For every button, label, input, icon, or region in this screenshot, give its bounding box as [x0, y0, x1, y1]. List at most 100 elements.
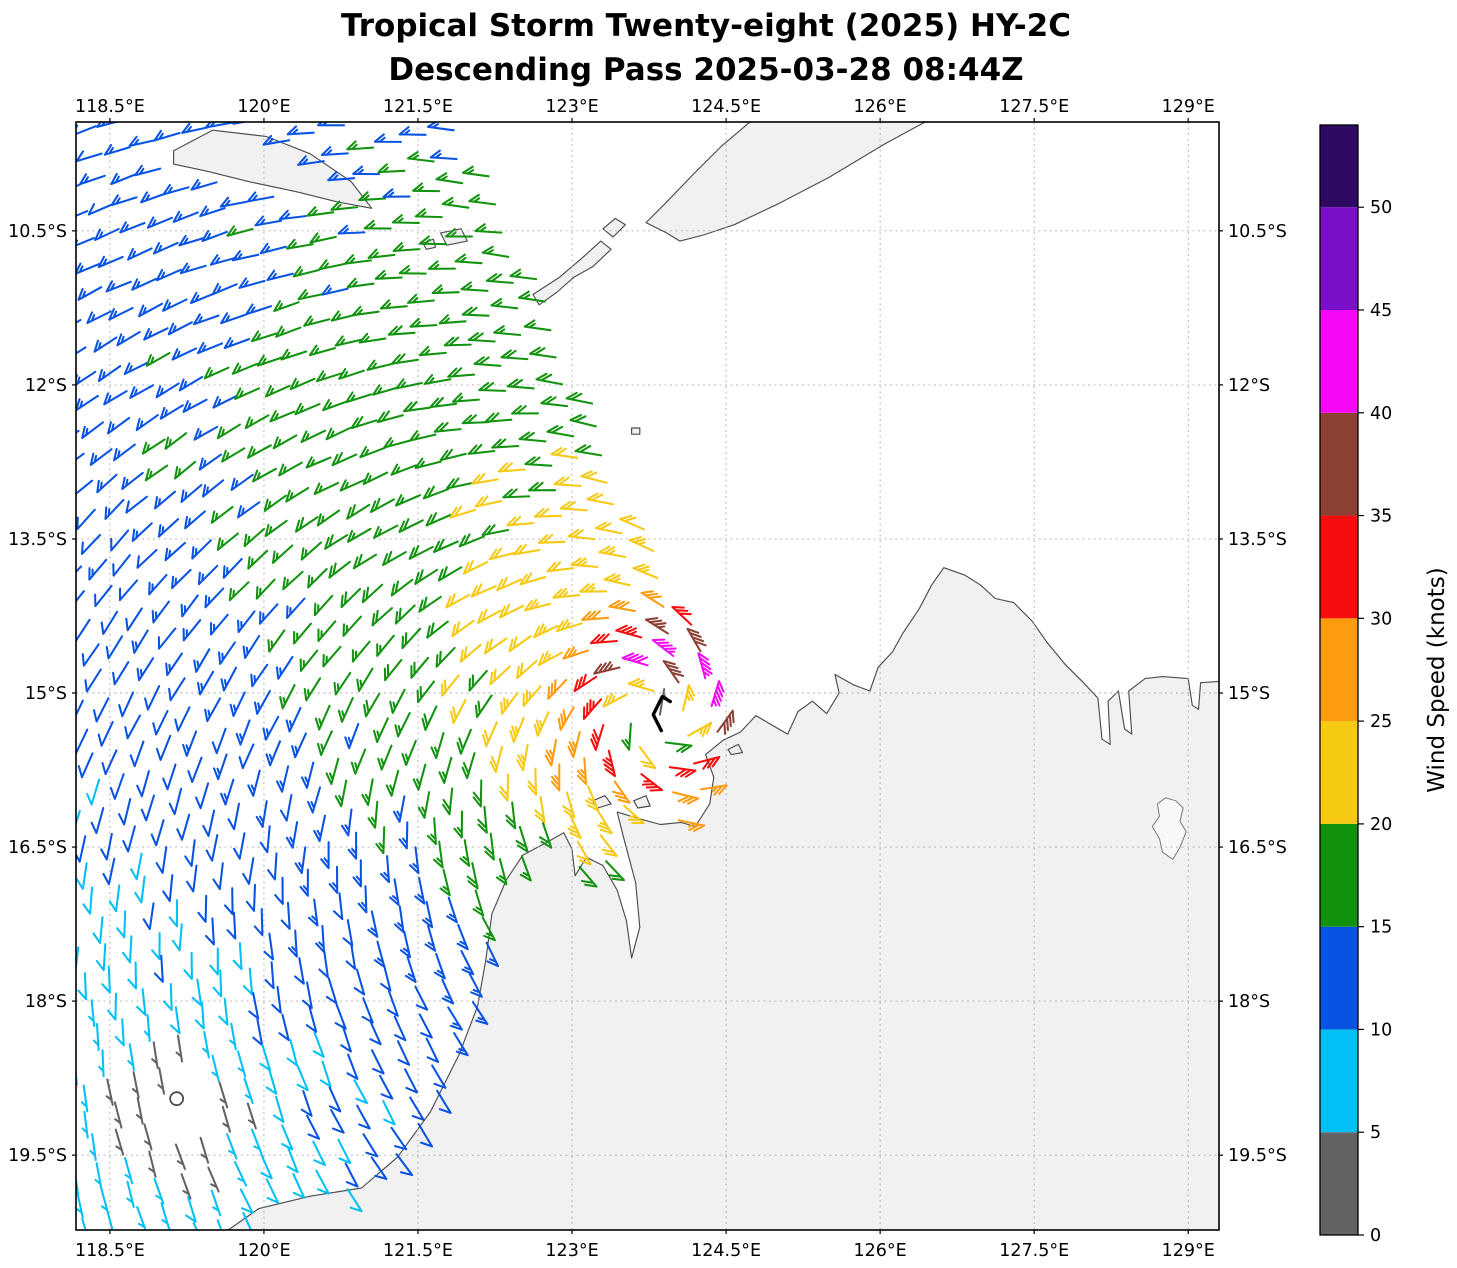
- colorbar-tick-label: 25: [1370, 712, 1392, 732]
- wind-barb: [180, 594, 199, 618]
- wind-barb: [143, 1013, 151, 1042]
- wind-barb: [716, 709, 735, 735]
- wind-barb: [127, 1043, 135, 1072]
- wind-barb: [107, 1214, 114, 1230]
- wind-barb: [353, 968, 366, 996]
- wind-barb: [373, 133, 402, 143]
- wind-barb: [517, 290, 546, 303]
- wind-barb: [352, 165, 381, 176]
- wind-barb: [344, 254, 373, 265]
- wind-barb: [190, 178, 218, 191]
- wind-barb: [481, 524, 510, 537]
- wind-barb: [431, 284, 460, 295]
- wind-barb: [390, 578, 414, 597]
- wind-barb: [174, 706, 191, 732]
- wind-barb: [76, 452, 85, 461]
- wind-barb: [105, 635, 124, 660]
- wind-barb: [117, 798, 132, 826]
- wind-barb: [567, 528, 596, 541]
- wind-barb: [414, 457, 442, 470]
- wind-barb: [330, 200, 359, 211]
- wind-barb: [236, 1050, 247, 1078]
- wind-barb: [231, 250, 260, 262]
- lat-tick-label-right: 13.5°S: [1228, 530, 1287, 550]
- wind-barb: [155, 734, 172, 761]
- wind-barb: [565, 391, 594, 405]
- wind-barb: [300, 761, 315, 789]
- wind-barb: [418, 595, 442, 613]
- wind-barb: [226, 1133, 238, 1160]
- wind-barb: [110, 194, 138, 207]
- wind-barb: [88, 558, 108, 581]
- wind-barb: [586, 492, 614, 506]
- wind-barb: [256, 354, 284, 367]
- wind-barb: [242, 1211, 253, 1230]
- wind-barb: [392, 795, 406, 823]
- wind-barb: [402, 400, 431, 413]
- wind-barb: [209, 613, 229, 636]
- wind-barb: [383, 658, 403, 682]
- wind-barb: [418, 235, 447, 246]
- wind-barb: [80, 533, 102, 555]
- wind-barb: [339, 478, 366, 492]
- wind-barb: [162, 298, 188, 312]
- wind-barb: [263, 494, 287, 512]
- wind-barb: [162, 874, 174, 903]
- wind-barb: [509, 268, 538, 281]
- wind-barb: [201, 479, 225, 498]
- wind-barb: [382, 550, 407, 567]
- wind-barb: [134, 164, 162, 177]
- colorbar-tick-label: 10: [1370, 1020, 1392, 1040]
- wind-barb: [370, 497, 395, 514]
- wind-barb: [101, 749, 118, 776]
- wind-barb: [359, 446, 386, 459]
- wind-barb: [81, 421, 105, 440]
- wind-barb: [216, 423, 241, 440]
- wind-barb: [92, 697, 110, 723]
- wind-barb: [562, 646, 590, 660]
- wind-barb: [76, 565, 83, 574]
- wind-barb: [278, 1013, 290, 1042]
- wind-barb: [221, 1105, 232, 1133]
- lon-tick-label-top: 120°E: [237, 97, 290, 117]
- wind-barb: [436, 1089, 452, 1114]
- wind-barb: [209, 947, 219, 976]
- lon-tick-label-bottom: 124.5°E: [691, 1241, 761, 1261]
- wind-barb: [426, 620, 449, 639]
- wind-barb: [493, 325, 522, 337]
- wind-barb: [262, 134, 291, 146]
- wind-barb: [352, 859, 362, 888]
- wind-barb: [76, 150, 103, 163]
- wind-barb: [171, 347, 198, 361]
- wind-barb: [421, 705, 438, 731]
- wind-barb: [462, 559, 489, 575]
- wind-barb: [406, 151, 435, 163]
- wind-barb: [76, 318, 82, 324]
- wind-barb: [76, 262, 101, 275]
- wind-barb: [380, 964, 392, 992]
- wind-barb: [262, 715, 280, 741]
- wind-barb: [433, 840, 444, 869]
- wind-barb: [286, 597, 306, 619]
- wind-barb: [356, 1104, 371, 1130]
- wind-barb: [443, 336, 472, 347]
- page-title: Tropical Storm Twenty-eight (2025) HY-2C…: [0, 4, 1412, 92]
- wind-barb: [131, 522, 153, 543]
- wind-barb: [509, 716, 525, 744]
- wind-barb: [110, 172, 137, 186]
- wind-barb: [235, 719, 251, 746]
- wind-barb: [391, 353, 419, 365]
- lon-tick-label-top: 118.5°E: [75, 97, 145, 117]
- wind-barb: [260, 1153, 273, 1180]
- wind-barb: [307, 898, 319, 927]
- wind-barb: [500, 349, 529, 361]
- wind-barb: [350, 748, 367, 775]
- wind-barb: [553, 476, 582, 487]
- wind-barb: [426, 817, 437, 846]
- wind-barb: [246, 1102, 257, 1130]
- wind-barb: [274, 876, 284, 905]
- wind-barb: [550, 763, 561, 792]
- wind-barb: [81, 1217, 87, 1230]
- wind-barb: [211, 1054, 220, 1083]
- wind-barb: [228, 581, 250, 602]
